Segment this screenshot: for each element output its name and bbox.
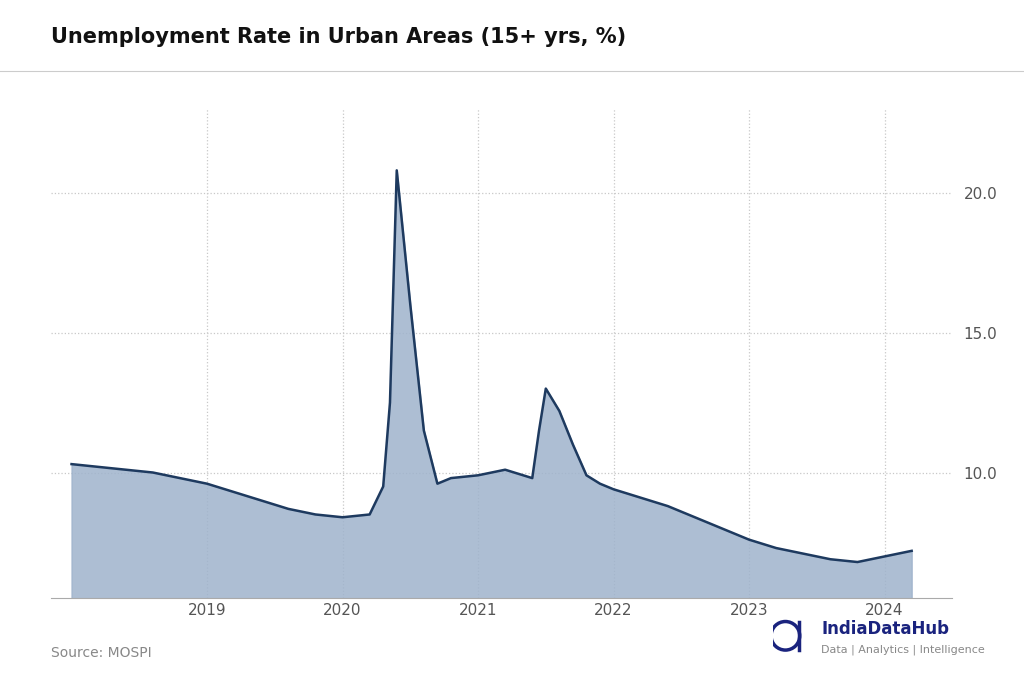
Text: IndiaDataHub: IndiaDataHub <box>821 620 949 638</box>
Text: Unemployment Rate in Urban Areas (15+ yrs, %): Unemployment Rate in Urban Areas (15+ yr… <box>51 27 627 47</box>
Text: Source: MOSPI: Source: MOSPI <box>51 645 152 660</box>
Text: Data | Analytics | Intelligence: Data | Analytics | Intelligence <box>821 644 985 655</box>
Circle shape <box>778 628 793 643</box>
